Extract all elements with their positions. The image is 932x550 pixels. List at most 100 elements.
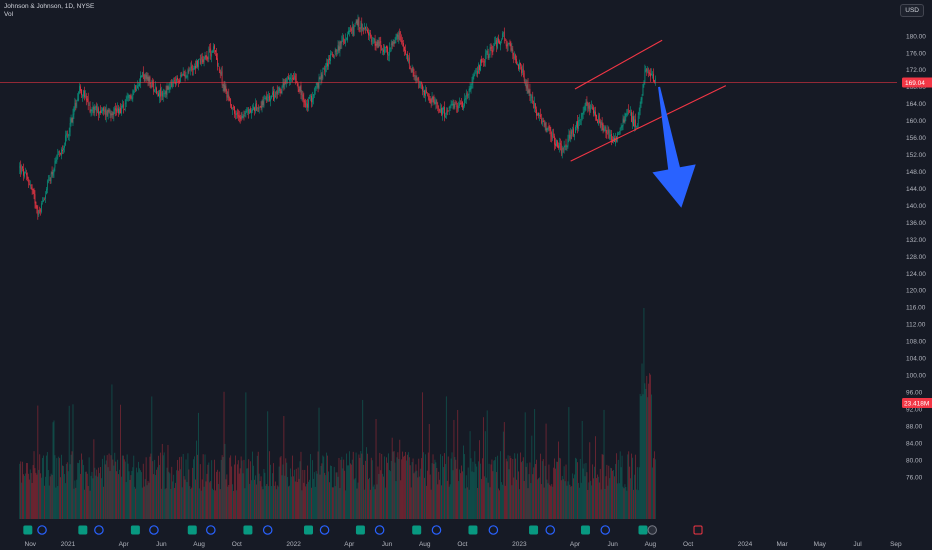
candle-body <box>29 185 31 187</box>
candle-body <box>554 135 555 145</box>
candle-body <box>65 135 66 145</box>
volume-bar <box>464 488 466 519</box>
candle-body <box>482 61 483 63</box>
volume-bar <box>258 473 260 519</box>
volume-bar <box>435 462 437 519</box>
volume-tag <box>902 398 932 408</box>
candle-body <box>37 209 39 215</box>
volume-bar <box>509 455 511 519</box>
candle-body <box>241 116 243 118</box>
candle-body <box>398 33 400 41</box>
volume-bar <box>623 488 625 519</box>
candle-body <box>20 164 22 173</box>
candle-body <box>190 66 192 71</box>
candle-body <box>107 109 109 116</box>
currency-button[interactable]: USD <box>900 4 924 17</box>
volume-bar <box>596 474 598 519</box>
volume-bar <box>215 490 216 519</box>
candle-body <box>527 83 529 93</box>
candle-body <box>528 90 530 93</box>
volume-bar <box>467 467 469 519</box>
dividend-marker <box>374 525 385 535</box>
volume-bar <box>396 457 398 519</box>
volume-bar <box>22 461 24 519</box>
candle-body <box>71 117 73 122</box>
volume-bar <box>309 479 310 519</box>
candle-body <box>502 32 504 34</box>
volume-bar <box>356 488 358 519</box>
candle-body <box>634 119 635 127</box>
volume-bar <box>303 482 305 519</box>
volume-bar <box>378 474 380 519</box>
volume-bar <box>426 470 428 519</box>
volume-indicator-label[interactable]: Vol <box>4 11 14 18</box>
symbol-title[interactable]: Johnson & Johnson, 1D, NYSE <box>4 3 95 10</box>
candle-body <box>423 90 424 93</box>
candle-body <box>59 151 61 153</box>
volume-bar <box>367 453 368 519</box>
candle-body <box>483 61 485 63</box>
volume-bar <box>45 455 47 519</box>
volume-bar <box>290 468 291 519</box>
candle-body <box>77 98 79 101</box>
volume-bar <box>415 464 417 519</box>
volume-bar <box>599 468 601 519</box>
volume-bar <box>105 460 107 519</box>
candle-body <box>472 76 474 83</box>
candle-body <box>186 76 188 77</box>
volume-bar <box>335 472 337 519</box>
volume-bar <box>188 469 190 519</box>
candle-body <box>136 88 137 92</box>
volume-bar <box>596 478 597 519</box>
candle-body <box>148 77 150 82</box>
volume-bar <box>71 451 73 519</box>
volume-bar <box>391 437 393 519</box>
candle-body <box>217 66 219 67</box>
candle-body <box>476 70 478 73</box>
candle-body <box>356 20 358 26</box>
volume-bar <box>98 467 100 519</box>
candle-body <box>169 86 171 89</box>
volume-bar <box>141 487 143 519</box>
candle-body <box>466 93 468 97</box>
candle-body <box>543 120 545 128</box>
candle-body <box>375 44 377 46</box>
volume-bar <box>361 453 363 519</box>
candle-body <box>353 26 355 35</box>
volume-bar <box>540 484 542 519</box>
candle-body <box>536 109 537 116</box>
earnings-marker <box>243 525 253 535</box>
candle-body <box>233 106 234 108</box>
volume-bar <box>404 455 405 519</box>
volume-bar <box>471 471 473 519</box>
candle-body <box>357 18 359 27</box>
earnings-marker <box>78 525 88 535</box>
candle-body <box>351 26 353 31</box>
price-tick-label: 76.00 <box>906 474 923 481</box>
volume-bar <box>548 464 550 519</box>
candle-body <box>654 78 656 84</box>
candle-body <box>266 95 268 103</box>
candle-body <box>574 134 575 137</box>
candle-body <box>255 103 257 111</box>
candle-body <box>603 128 605 132</box>
volume-bar <box>291 476 292 519</box>
candle-body <box>112 112 114 116</box>
candle-body <box>230 99 232 106</box>
volume-bar <box>374 489 376 519</box>
candle-body <box>635 126 637 128</box>
candle-body <box>580 117 582 120</box>
time-tick-label: May <box>814 541 827 548</box>
volume-bar <box>36 474 38 519</box>
candle-body <box>638 111 640 116</box>
candle-body <box>505 41 507 46</box>
volume-bar <box>576 458 577 519</box>
volume-bar <box>353 479 355 519</box>
volume-bar <box>101 478 102 519</box>
candle-body <box>88 105 90 106</box>
volume-bar <box>213 490 214 519</box>
volume-bar <box>179 469 181 519</box>
volume-bar <box>292 455 293 519</box>
candle-body <box>647 70 649 73</box>
